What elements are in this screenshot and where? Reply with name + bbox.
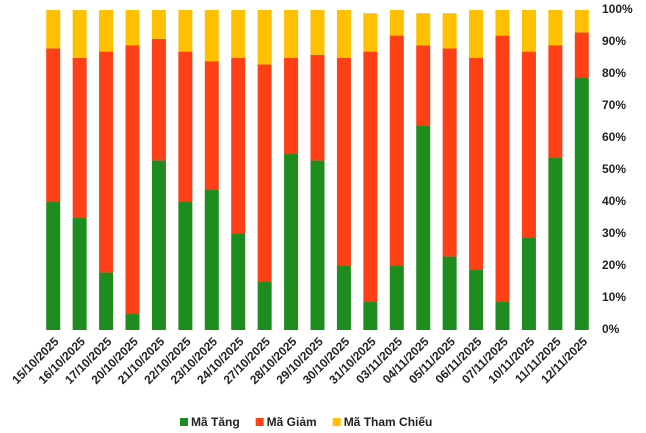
bar-segment: [416, 13, 431, 46]
bar-segment: [151, 38, 166, 161]
bar-segment: [72, 218, 87, 330]
bar-segment: [336, 10, 351, 58]
bar-segment: [151, 10, 166, 39]
bar-segment: [99, 272, 114, 330]
y-tick-label: 100%: [602, 2, 633, 16]
bar-segment: [72, 58, 87, 218]
bar-segment: [231, 234, 246, 330]
bar-segment: [363, 13, 378, 52]
bar-segment: [284, 154, 299, 330]
bar-segment: [257, 282, 272, 330]
legend-marker: [332, 418, 341, 426]
legend-marker: [255, 418, 264, 426]
y-tick-label: 10%: [602, 290, 626, 304]
bar-segment: [204, 189, 219, 330]
bar-segment: [442, 13, 457, 49]
bar-segment: [495, 301, 510, 330]
bar-segment: [495, 35, 510, 302]
y-tick-label: 0%: [602, 322, 620, 336]
bar-segment: [469, 58, 484, 270]
y-tick-label: 80%: [602, 66, 626, 80]
bar-segment: [178, 51, 193, 202]
legend-label: Mã Tăng: [191, 415, 240, 429]
bar-segment: [284, 10, 299, 58]
bar-segment: [521, 237, 536, 330]
bar-segment: [389, 10, 404, 36]
y-tick-label: 50%: [602, 162, 626, 176]
bar-segment: [257, 10, 272, 65]
bar-segment: [521, 10, 536, 52]
bar-segment: [442, 256, 457, 330]
bar-segment: [125, 45, 140, 314]
bar-segment: [336, 58, 351, 266]
y-tick-label: 20%: [602, 258, 626, 272]
bar-segment: [548, 157, 563, 330]
legend-label: Mã Tham Chiếu: [344, 415, 433, 429]
y-tick-label: 40%: [602, 194, 626, 208]
legend-marker: [180, 418, 188, 426]
bar-segment: [257, 64, 272, 283]
bar-segment: [231, 58, 246, 234]
y-tick-label: 70%: [602, 98, 626, 112]
bar-segment: [99, 51, 114, 273]
legend-label: Mã Giảm: [267, 415, 317, 429]
bar-segment: [442, 48, 457, 257]
bar-segment: [178, 202, 193, 330]
bar-segment: [125, 10, 140, 46]
bar-segment: [204, 61, 219, 190]
bar-segment: [548, 45, 563, 158]
bar-segment: [336, 266, 351, 330]
bar-segment: [363, 51, 378, 302]
bar-segment: [284, 58, 299, 154]
bar-segment: [389, 266, 404, 330]
bar-segment: [310, 10, 325, 55]
bar-segment: [574, 77, 589, 330]
bar-segment: [46, 202, 61, 330]
bar-segment: [151, 160, 166, 330]
bar-segment: [363, 301, 378, 330]
bar-segment: [469, 269, 484, 330]
bar-segment: [574, 32, 589, 78]
bar-segment: [574, 10, 589, 33]
bar-segment: [416, 125, 431, 330]
bar-segment: [495, 10, 510, 36]
bar-segment: [231, 10, 246, 58]
bar-segment: [469, 10, 484, 58]
bar-segment: [310, 54, 325, 161]
y-tick-label: 60%: [602, 130, 626, 144]
y-tick-label: 30%: [602, 226, 626, 240]
y-tick-label: 90%: [602, 34, 626, 48]
bar-segment: [178, 10, 193, 52]
bar-segment: [310, 160, 325, 330]
bar-segment: [72, 10, 87, 58]
bar-segment: [99, 10, 114, 52]
bar-segment: [389, 35, 404, 266]
bar-segment: [521, 51, 536, 238]
bar-segment: [548, 10, 563, 46]
bar-segment: [46, 10, 61, 49]
bar-segment: [125, 314, 140, 330]
bar-segment: [204, 10, 219, 62]
bar-segment: [46, 48, 61, 203]
bar-segment: [416, 45, 431, 126]
